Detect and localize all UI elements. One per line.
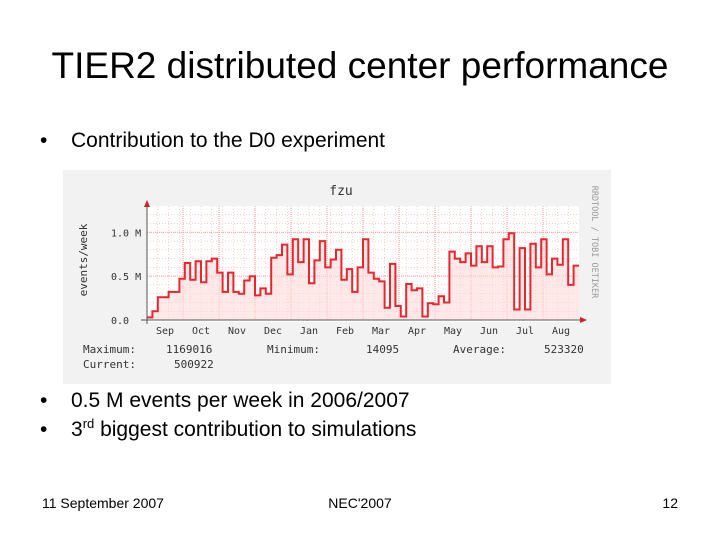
summary-current-label: Current: (83, 358, 136, 371)
x-tick-label: Sep (156, 326, 174, 337)
x-tick-label: Jun (480, 326, 498, 337)
chart-svg: 0.0 0.5 M 1.0 M Sep Oct Nov Dec Jan Feb Mar Apr Ma… (63, 170, 611, 384)
summary-current-value: 500922 (174, 358, 214, 371)
bullet-list-bottom: • 0.5 M events per week in 2006/2007 • 3… (40, 386, 416, 444)
x-tick-label: Dec (264, 326, 282, 337)
bullet-icon: • (40, 389, 48, 412)
x-tick-labels: Sep Oct Nov Dec Jan Feb Mar Apr May Jun Jul Aug (156, 326, 570, 337)
bullet-text: Contribution to the D0 experiment (71, 129, 386, 152)
x-tick-label: May (444, 326, 462, 337)
bullet-list-top: • Contribution to the D0 experiment (40, 126, 385, 156)
bullet-icon: • (40, 129, 48, 152)
x-tick-label: Oct (192, 326, 210, 337)
chart-summary: Maximum: 1169016 Minimum: 14095 Average:… (83, 343, 584, 371)
bullet-rank-suffix: rd (82, 416, 95, 431)
footer-conference: NEC'2007 (328, 495, 392, 511)
x-tick-label: Mar (372, 326, 390, 337)
bullet-item-simulations: • 3rd biggest contribution to simulation… (40, 415, 416, 444)
x-tick-label: Jan (300, 326, 318, 337)
slide-title: TIER2 distributed center performance (51, 45, 669, 86)
summary-maximum-value: 1169016 (166, 343, 212, 356)
summary-minimum-value: 14095 (366, 343, 399, 356)
summary-maximum-label: Maximum: (83, 343, 136, 356)
x-tick-label: Apr (408, 326, 426, 337)
x-tick-label: Aug (552, 326, 570, 337)
footer-page-number: 12 (662, 495, 678, 511)
footer-date: 11 September 2007 (42, 495, 164, 511)
bullet-item-events-per-week: • 0.5 M events per week in 2006/2007 (40, 386, 416, 415)
bullet-icon: • (40, 418, 48, 441)
bullet-rank-text: biggest contribution to simulations (94, 418, 417, 441)
y-tick-label: 1.0 M (111, 228, 141, 239)
x-axis-arrow-icon (580, 317, 587, 323)
y-tick-labels: 0.0 0.5 M 1.0 M (111, 228, 141, 327)
y-tick-label: 0.5 M (111, 272, 141, 283)
summary-minimum-label: Minimum: (267, 343, 320, 356)
rrdtool-watermark: RRDTOOL / TOBI OETIKER (589, 186, 599, 299)
x-tick-label: Jul (516, 326, 534, 337)
x-tick-label: Feb (336, 326, 354, 337)
y-tick-label: 0.0 (111, 316, 129, 327)
y-axis-label: events/week (77, 223, 90, 296)
chart-title: fzu (329, 184, 352, 199)
data-series-line (147, 232, 579, 319)
bullet-text: 0.5 M events per week in 2006/2007 (71, 389, 410, 412)
performance-graph: 0.0 0.5 M 1.0 M Sep Oct Nov Dec Jan Feb Mar Apr Ma… (63, 170, 611, 384)
bullet-item-contribution: • Contribution to the D0 experiment (40, 126, 385, 156)
summary-average-label: Average: (453, 343, 506, 356)
x-tick-label: Nov (228, 326, 246, 337)
summary-average-value: 523320 (544, 343, 584, 356)
y-axis-arrow-icon (144, 200, 150, 207)
bullet-rank-number: 3 (71, 418, 83, 441)
